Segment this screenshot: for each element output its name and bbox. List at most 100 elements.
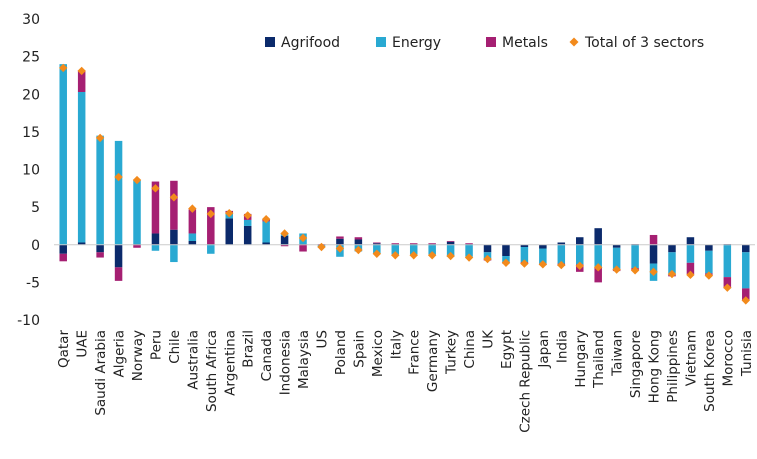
bar-metals [96,252,104,258]
y-tick-label: 5 [31,200,40,216]
bar-metals [723,277,732,289]
x-tick-label: Brazil [241,330,257,368]
total-marker [280,229,289,238]
bar-agrifood [114,244,123,268]
x-tick-label: France [407,330,423,375]
bar-energy [594,244,602,268]
legend-label: Agrifood [281,35,340,51]
bar-agrifood [77,242,86,245]
total-marker [391,251,400,260]
bar-energy [391,244,400,255]
bar-energy [576,244,584,265]
bar-agrifood [705,244,713,251]
legend-swatch [569,37,579,47]
x-tick-label: Chile [167,330,183,364]
bar-agrifood [742,244,750,253]
x-tick-label: US [314,330,330,348]
bar-agrifood [280,235,289,245]
x-tick-label: Algeria [112,330,128,377]
bar-energy [612,247,621,269]
x-tick-label: Canada [259,330,275,381]
total-marker [686,270,695,280]
x-tick-label: Morocco [720,330,736,387]
total-marker [612,265,621,274]
total-marker [151,184,160,193]
x-tick-label: Egypt [499,330,515,369]
bars [59,64,750,301]
bar-energy [262,221,270,243]
bar-energy [668,252,676,275]
total-marker [427,251,437,260]
bar-energy [539,248,547,264]
bar-energy [188,233,197,241]
x-tick-label: Argentina [222,330,238,396]
x-tick-label: Indonesia [278,330,294,395]
bar-metals [114,267,123,281]
bar-energy [151,244,160,251]
x-tick-label: Thailand [591,330,607,389]
bar-metals [280,244,289,247]
bar-metals [465,243,473,244]
bar-agrifood [243,225,252,245]
bar-metals [742,288,750,301]
total-marker [593,263,603,272]
total-marker [464,253,474,262]
x-tick-label: Singapore [628,330,644,398]
x-tick-label: Turkey [444,330,460,375]
x-tick-label: Tunisia [739,330,755,377]
bar-metals [354,237,363,240]
bar-metals [391,243,400,244]
total-markers [59,63,750,305]
bar-metals [446,240,455,242]
bar-agrifood [483,244,492,253]
legend-label: Metals [502,35,548,51]
x-tick-label: India [554,330,570,363]
total-marker [77,66,86,76]
legend-swatch [486,37,496,47]
x-tick-label: Peru [148,330,164,360]
x-tick-label: Czech Republic [517,330,533,433]
total-marker [446,251,455,261]
legend-label: Energy [392,35,441,51]
x-tick-label: Australia [185,330,201,390]
bar-agrifood [612,244,621,248]
bar-energy [207,244,215,254]
x-tick-label: Japan [536,330,552,369]
bar-metals [59,253,67,262]
x-tick-label: Saudi Arabia [93,330,109,416]
bar-agrifood [170,229,178,245]
x-tick-label: Malaysia [296,330,312,389]
bar-metals [409,243,418,244]
x-tick-label: Vietnam [683,330,699,386]
bar-agrifood [668,244,676,253]
y-tick-label: 25 [22,50,40,66]
bar-agrifood [594,228,602,245]
x-tick-label: South Africa [204,330,220,412]
bar-energy [77,91,86,243]
total-marker [225,208,234,218]
x-tick-label: Hungary [573,330,589,388]
total-marker [501,258,511,268]
bar-energy [520,247,529,263]
x-tick-label: Germany [425,330,441,392]
total-marker [169,193,179,202]
total-marker [243,211,252,220]
y-tick-label: 0 [31,238,40,254]
bar-metals [686,262,695,275]
bar-energy [465,244,473,257]
bar-energy [428,244,436,255]
total-marker [575,261,584,271]
bar-metals [299,244,307,252]
x-axis: Qatar UAE Saudi Arabia Algeria Norway Peru Chi… [56,329,755,433]
bar-energy [243,219,252,226]
total-marker [520,259,529,268]
bar-agrifood [649,244,658,264]
total-marker [704,271,714,280]
bar-agrifood [502,244,510,257]
x-tick-label: China [462,330,478,369]
y-tick-label: 15 [22,125,40,141]
bar-metals [188,209,197,234]
total-marker [741,296,750,305]
x-tick-label: Poland [333,330,349,375]
